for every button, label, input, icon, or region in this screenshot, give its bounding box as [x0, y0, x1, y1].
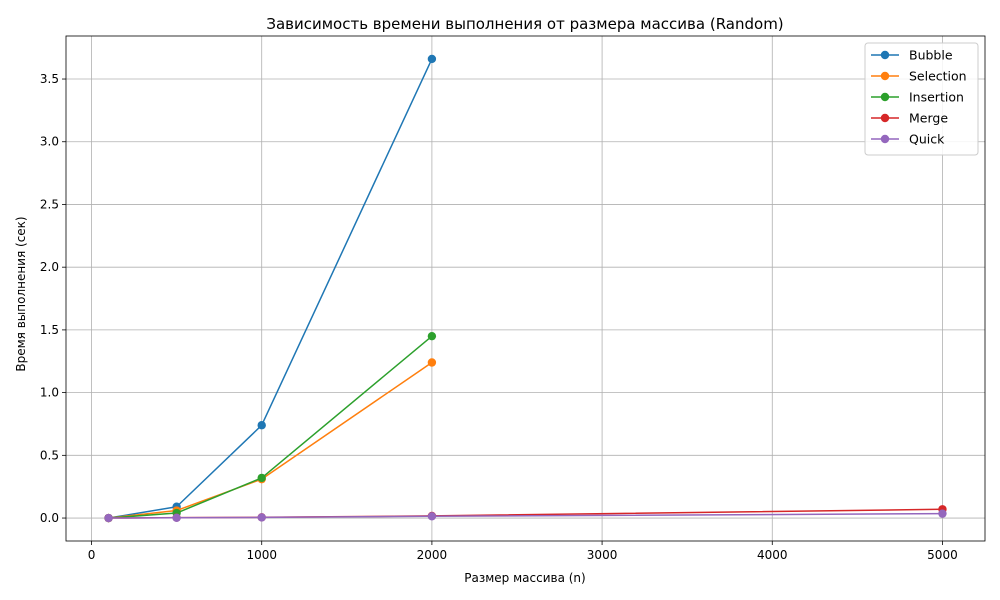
data-point-selection — [427, 358, 437, 367]
y-tick-label: 0.5 — [40, 448, 59, 462]
x-axis-label: Размер массива (n) — [464, 571, 585, 585]
x-tick-label: 1000 — [246, 548, 277, 562]
y-tick-label: 3.5 — [40, 72, 59, 86]
chart-title: Зависимость времени выполнения от размер… — [266, 15, 783, 33]
plot-frame — [65, 35, 986, 542]
legend-swatch-marker-insertion — [880, 92, 890, 102]
legend-swatch-marker-selection — [880, 71, 890, 81]
data-point-insertion — [427, 331, 437, 341]
ticks-layer: 0 1000 2000 3000 4000 5000 0.0 0.5 1.0 1.5 2.0 2.5 3… — [40, 72, 958, 562]
legend-label-bubble: Bubble — [909, 48, 953, 63]
x-tick-label: 3000 — [587, 548, 618, 562]
data-point-quick — [104, 513, 113, 523]
legend-label-selection: Selection — [909, 69, 967, 84]
x-tick-label: 2000 — [417, 548, 448, 562]
legend-box — [864, 42, 979, 156]
y-tick-label: 3.0 — [40, 135, 59, 149]
data-point-quick — [938, 509, 947, 518]
y-tick-label: 1.0 — [40, 386, 59, 400]
data-point-quick — [257, 513, 266, 522]
y-tick-label: 1.5 — [40, 323, 59, 337]
x-tick-label: 4000 — [757, 548, 788, 562]
series-line-insertion — [108, 335, 433, 519]
data-point-bubble — [427, 54, 437, 64]
y-tick-label: 2.5 — [40, 197, 59, 211]
y-axis-label: Время выполнения (сек) — [14, 216, 28, 371]
legend-label-insertion: Insertion — [909, 90, 964, 105]
grid-layer — [66, 36, 985, 541]
data-point-insertion — [257, 473, 266, 483]
y-tick-label: 2.0 — [40, 260, 59, 274]
x-tick-label: 0 — [88, 548, 96, 562]
legend-swatch-marker-bubble — [880, 50, 890, 60]
legend-swatch-marker-merge — [880, 113, 890, 123]
data-point-quick — [172, 513, 181, 522]
legend-label-merge: Merge — [909, 111, 948, 126]
data-point-bubble — [257, 421, 266, 430]
data-point-quick — [427, 512, 437, 521]
series-line-bubble — [108, 58, 433, 519]
legend-label-quick: Quick — [909, 132, 945, 147]
series-layer — [104, 54, 947, 523]
y-tick-label: 0.0 — [40, 511, 59, 525]
legend: Bubble Selection Insertion Merge Quick — [864, 42, 979, 156]
legend-swatch-marker-quick — [880, 134, 890, 144]
x-tick-label: 5000 — [927, 548, 958, 562]
